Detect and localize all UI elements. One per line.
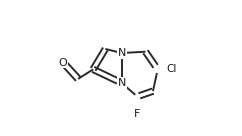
Text: N: N <box>118 48 126 58</box>
Text: N: N <box>118 78 126 88</box>
Text: O: O <box>59 58 68 68</box>
Text: F: F <box>134 109 141 119</box>
Text: Cl: Cl <box>167 64 177 74</box>
